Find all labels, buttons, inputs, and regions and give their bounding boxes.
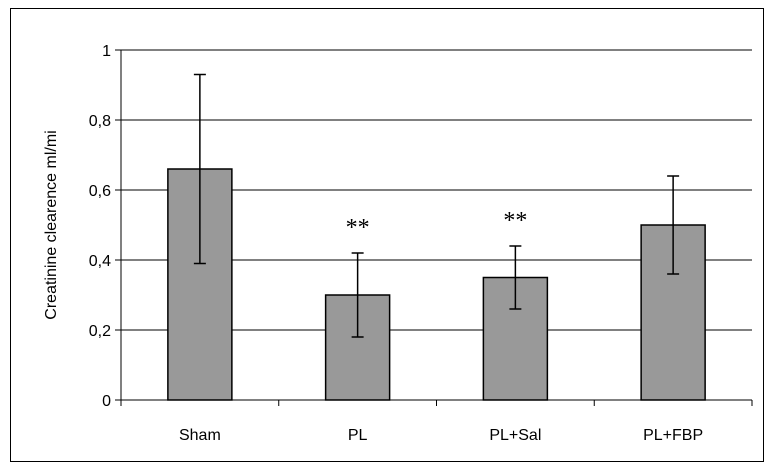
x-tick-label: Sham [179, 427, 221, 444]
y-tick-label: 0,4 [89, 253, 111, 270]
y-tick-label: 0,6 [89, 183, 111, 200]
x-tick-label: PL+FBP [643, 427, 703, 444]
x-tick-label: PL [348, 427, 368, 444]
significance-annotation: ** [503, 208, 527, 234]
y-tick-label: 0,2 [89, 323, 111, 340]
y-tick-label: 0,8 [89, 113, 111, 130]
x-tick-label: PL+Sal [489, 427, 541, 444]
y-axis-label: Creatinine clearence ml/mi [43, 130, 60, 319]
significance-annotation: ** [346, 215, 370, 241]
y-tick-label: 1 [102, 43, 111, 60]
y-tick-label: 0 [102, 393, 111, 410]
